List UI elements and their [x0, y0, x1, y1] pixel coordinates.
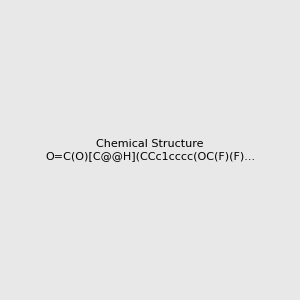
Text: Chemical Structure
O=C(O)[C@@H](CCc1cccc(OC(F)(F)...: Chemical Structure O=C(O)[C@@H](CCc1cccc… [45, 139, 255, 161]
